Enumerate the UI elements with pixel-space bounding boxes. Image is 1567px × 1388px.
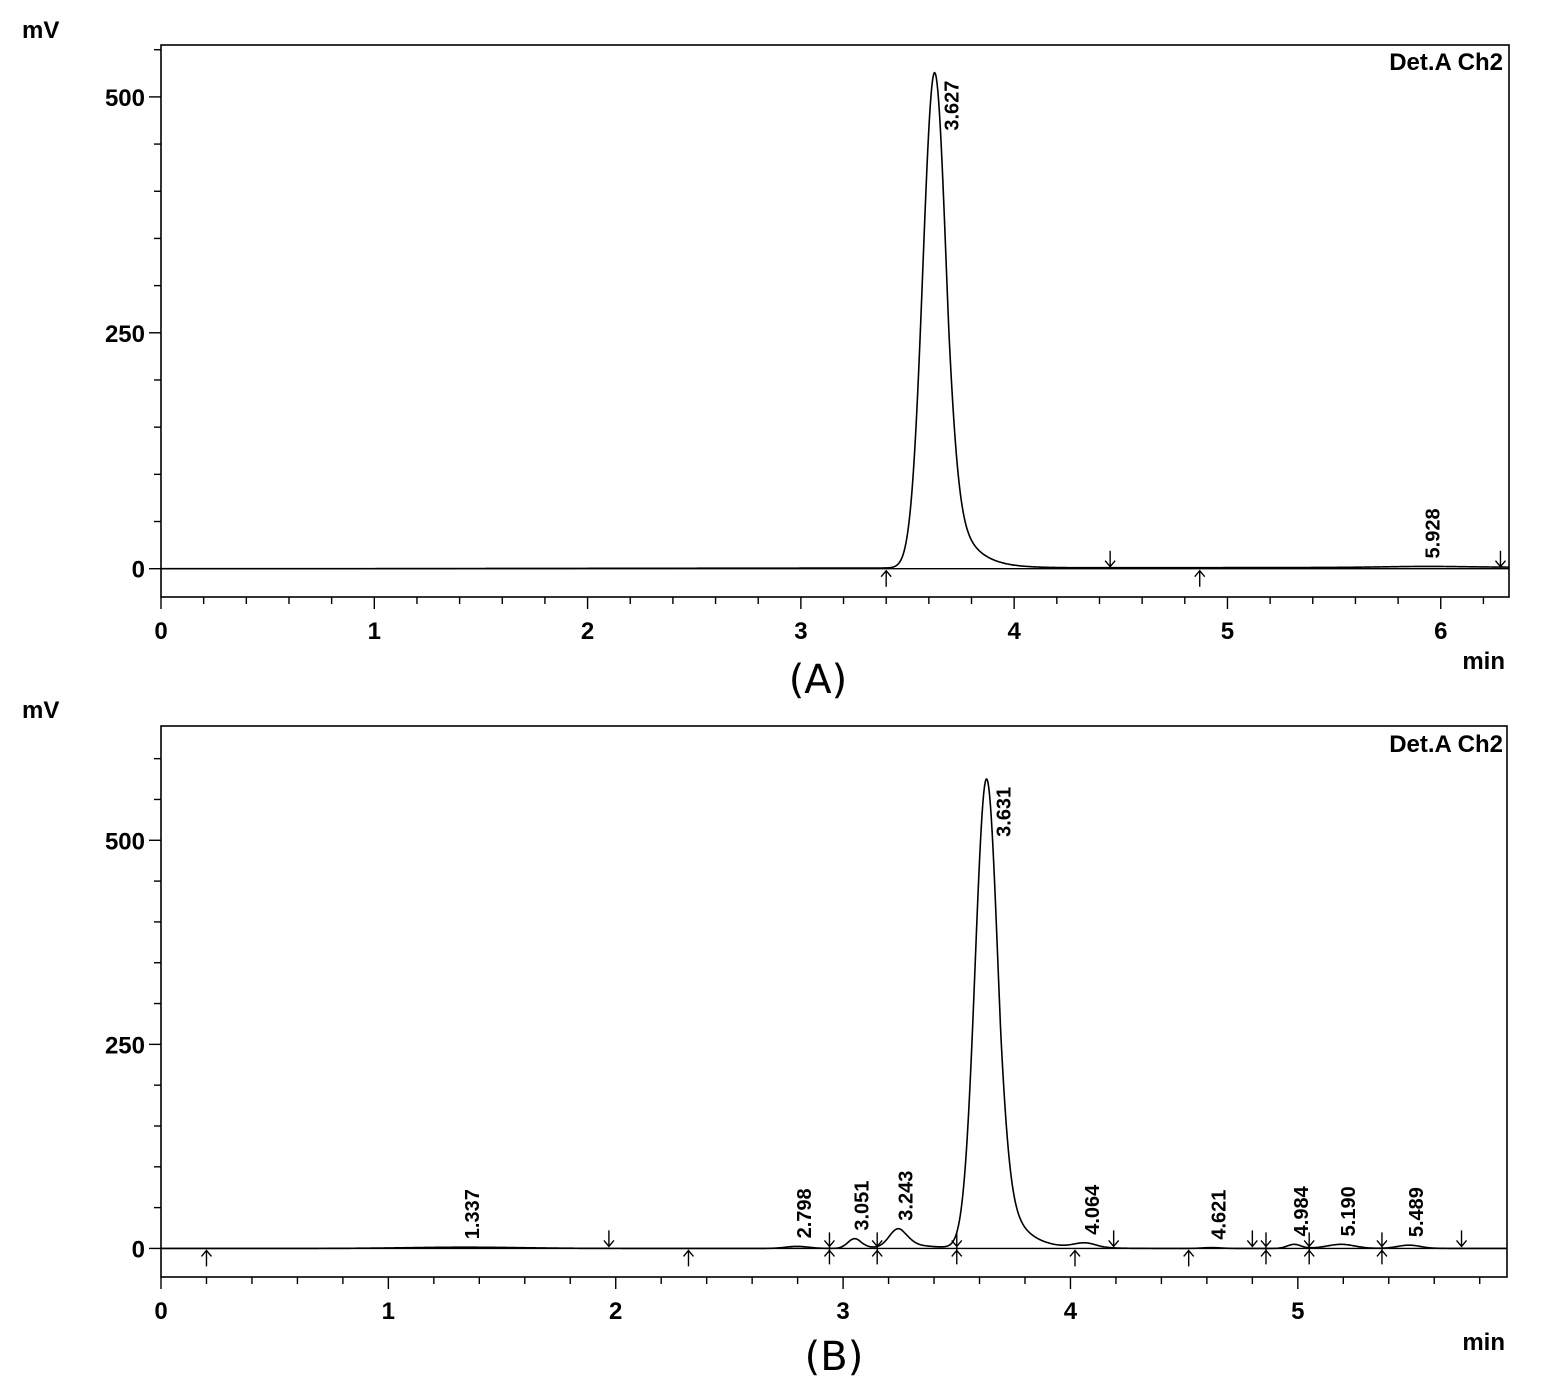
x-tick-label: 0 (154, 618, 167, 645)
integration-end-marker (603, 1230, 615, 1248)
peak-label: 5.190 (1338, 1186, 1360, 1236)
chart-marks: 0 1 2 3 4 5 6 0 250 500 3.627 5.928 (105, 49, 1510, 645)
peak-label: 5.928 (1422, 508, 1444, 558)
x-tick-label: 0 (154, 1298, 167, 1325)
peak-label: 4.621 (1209, 1190, 1231, 1240)
x-tick-label: 1 (368, 618, 381, 645)
x-tick-label: 3 (836, 1298, 849, 1325)
x-tick-label: 6 (1434, 618, 1447, 645)
x-axis-unit-label: min (1462, 648, 1505, 675)
integration-end-marker (1104, 550, 1116, 568)
peak-label: 3.051 (852, 1181, 874, 1231)
integration-start-marker (1069, 1249, 1081, 1267)
x-tick-label: 4 (1007, 618, 1021, 645)
integration-split-marker (1376, 1232, 1388, 1265)
integration-end-marker (1494, 550, 1507, 568)
integration-start-marker (682, 1249, 695, 1267)
integration-split-marker (1303, 1232, 1315, 1265)
y-tick-label: 500 (105, 828, 145, 855)
integration-split-marker (1260, 1232, 1272, 1265)
peak-label: 4.984 (1291, 1185, 1313, 1236)
integration-split-marker (871, 1232, 883, 1265)
peak-label: 3.627 (942, 81, 964, 131)
peak-label: 2.798 (794, 1188, 816, 1238)
chromatogram-panel-a: mV Det.A Ch2 min (A) 0 1 2 3 4 5 6 0 250 500 3.627… (22, 17, 1510, 703)
x-tick-label: 2 (609, 1298, 622, 1325)
chromatogram-trace (161, 71, 1510, 570)
y-tick-label: 250 (105, 1032, 145, 1059)
integration-split-marker (823, 1232, 835, 1265)
panel-caption: (A) (789, 657, 848, 703)
panel-caption: (B) (805, 1334, 864, 1380)
y-tick-label: 0 (132, 1236, 145, 1263)
x-tick-label: 5 (1221, 618, 1234, 645)
integration-end-marker (1108, 1230, 1120, 1248)
peak-label: 5.489 (1406, 1187, 1428, 1237)
y-tick-label: 500 (105, 85, 145, 112)
integration-start-marker (200, 1249, 213, 1267)
chart-marks: 0 1 2 3 4 5 0 250 500 1.337 2.798 3.051 3.243 3.631 4.… (105, 757, 1507, 1325)
peak-label: 3.243 (895, 1171, 917, 1221)
channel-label: Det.A Ch2 (1389, 731, 1503, 758)
x-tick-label: 5 (1291, 1298, 1304, 1325)
x-tick-label: 1 (382, 1298, 395, 1325)
x-tick-label: 4 (1064, 1298, 1078, 1325)
chromatogram-panel-b: mV Det.A Ch2 min (B) 0 1 2 3 4 5 0 250 500 1.337 2… (22, 697, 1508, 1380)
y-tick-label: 250 (105, 321, 145, 348)
y-tick-label: 0 (132, 557, 145, 584)
x-tick-label: 3 (794, 618, 807, 645)
integration-end-marker (1455, 1230, 1468, 1248)
x-axis-unit-label: min (1462, 1329, 1505, 1356)
x-tick-label: 2 (581, 618, 594, 645)
integration-end-marker (1246, 1230, 1258, 1248)
peak-label: 4.064 (1082, 1184, 1104, 1235)
integration-start-marker (880, 569, 892, 587)
y-axis-unit-label: mV (22, 697, 59, 724)
integration-split-marker (951, 1232, 963, 1265)
plot-frame (160, 725, 1508, 1278)
chromatogram-trace (161, 778, 1507, 1250)
peak-label: 3.631 (994, 787, 1016, 837)
integration-start-marker (1183, 1249, 1195, 1267)
plot-frame (160, 44, 1510, 598)
channel-label: Det.A Ch2 (1389, 49, 1503, 76)
y-axis-unit-label: mV (22, 17, 59, 44)
peak-label: 1.337 (462, 1189, 484, 1239)
integration-start-marker (1194, 569, 1206, 587)
